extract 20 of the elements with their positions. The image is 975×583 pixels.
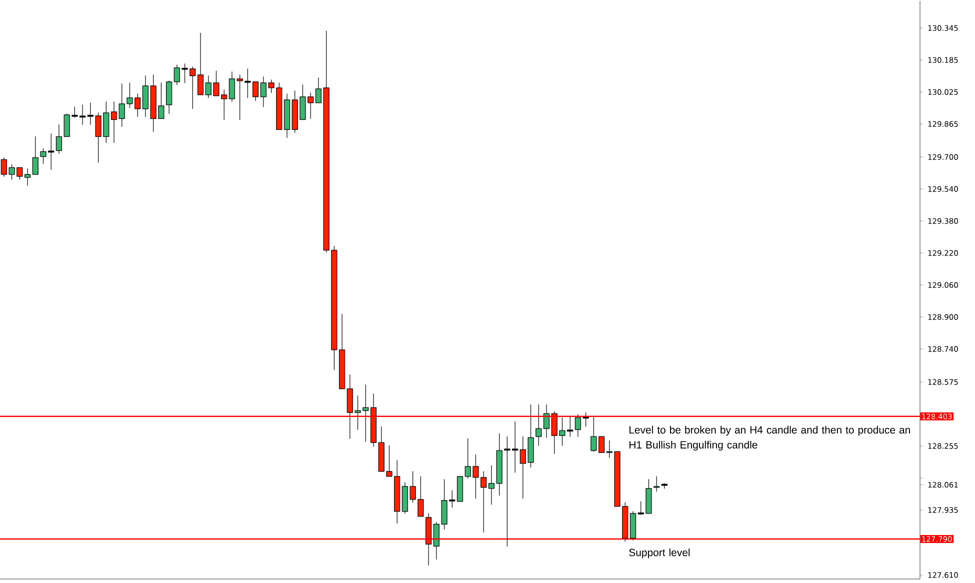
candlestick xyxy=(142,75,149,117)
candlestick xyxy=(426,513,432,566)
annotation: Support level xyxy=(629,548,690,558)
candlestick xyxy=(32,136,38,175)
candlestick xyxy=(315,77,322,104)
annotation: Level to be broken by an H4 candle and then to produce an H1 Bullish Engulfing candle xyxy=(630,426,910,451)
candlestick xyxy=(654,476,660,492)
candlestick xyxy=(110,101,118,143)
candlestick xyxy=(370,393,377,447)
candlestick xyxy=(228,71,236,102)
candlestick xyxy=(284,93,290,138)
candlestick xyxy=(24,168,31,186)
candlestick xyxy=(543,404,550,438)
candlestick xyxy=(661,483,668,489)
candlestick xyxy=(166,80,172,114)
candlestick xyxy=(56,124,62,154)
candlestick xyxy=(536,404,542,446)
candlestick xyxy=(456,476,464,502)
candlestick xyxy=(630,511,636,540)
candlestick xyxy=(197,32,204,96)
